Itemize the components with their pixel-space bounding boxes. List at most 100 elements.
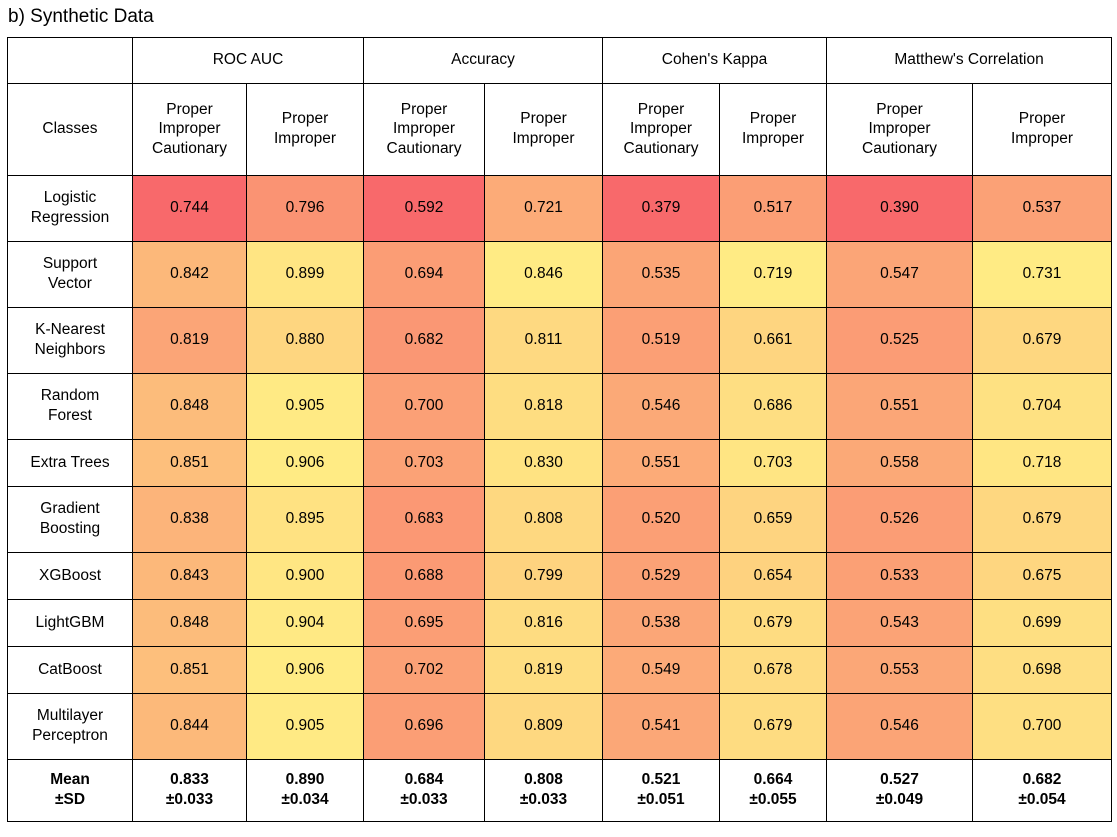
heatmap-cell: 0.682 bbox=[363, 306, 485, 374]
metric-group-header: Accuracy bbox=[363, 36, 603, 84]
heatmap-cell: 0.816 bbox=[484, 598, 603, 647]
heatmap-cell: 0.546 bbox=[602, 372, 720, 440]
heatmap-cell: 0.906 bbox=[246, 438, 364, 487]
heatmap-cell: 0.851 bbox=[132, 438, 247, 487]
heatmap-cell: 0.842 bbox=[132, 240, 247, 308]
heatmap-cell: 0.809 bbox=[484, 692, 603, 760]
heatmap-cell: 0.695 bbox=[363, 598, 485, 647]
heatmap-cell: 0.905 bbox=[246, 692, 364, 760]
heatmap-cell: 0.895 bbox=[246, 485, 364, 553]
heatmap-cell: 0.526 bbox=[826, 485, 974, 553]
summary-cell: 0.890 ±0.034 bbox=[246, 758, 364, 822]
class-row-label: Logistic Regression bbox=[7, 174, 133, 242]
heatmap-cell: 0.543 bbox=[826, 598, 974, 647]
heatmap-cell: 0.537 bbox=[972, 174, 1113, 242]
metric-group-header: Matthew's Correlation bbox=[826, 36, 1113, 84]
summary-cell: 0.521 ±0.051 bbox=[602, 758, 720, 822]
heatmap-cell: 0.549 bbox=[602, 645, 720, 694]
heatmap-cell: 0.694 bbox=[363, 240, 485, 308]
heatmap-cell: 0.718 bbox=[972, 438, 1113, 487]
heatmap-cell: 0.719 bbox=[718, 240, 828, 308]
metric-group-row: ROC AUC Accuracy Cohen's Kappa Matthew's Co… bbox=[7, 36, 1113, 84]
table-row: Support Vector 0.842 0.899 0.694 0.846 0.535 0.… bbox=[7, 240, 1113, 308]
heatmap-cell: 0.698 bbox=[972, 645, 1113, 694]
results-table: ROC AUC Accuracy Cohen's Kappa Matthew's Co… bbox=[7, 36, 1113, 822]
heatmap-cell: 0.700 bbox=[363, 372, 485, 440]
heatmap-cell: 0.880 bbox=[246, 306, 364, 374]
heatmap-cell: 0.679 bbox=[718, 598, 828, 647]
metric-group-header: Cohen's Kappa bbox=[601, 36, 828, 84]
heatmap-cell: 0.819 bbox=[132, 306, 247, 374]
heatmap-cell: 0.899 bbox=[246, 240, 364, 308]
heatmap-cell: 0.558 bbox=[826, 438, 974, 487]
class-row-label: K-Nearest Neighbors bbox=[7, 306, 133, 374]
heatmap-cell: 0.796 bbox=[246, 174, 364, 242]
heatmap-cell: 0.851 bbox=[132, 645, 247, 694]
table-row: K-Nearest Neighbors 0.819 0.880 0.682 0.811 0.… bbox=[7, 306, 1113, 374]
heatmap-cell: 0.535 bbox=[602, 240, 720, 308]
column-header: Proper Improper bbox=[484, 82, 603, 176]
heatmap-cell: 0.379 bbox=[602, 174, 720, 242]
figure-title: b) Synthetic Data bbox=[8, 6, 154, 27]
metric-group-header: ROC AUC bbox=[132, 36, 364, 84]
heatmap-cell: 0.553 bbox=[826, 645, 974, 694]
table-body: Logistic Regression 0.744 0.796 0.592 0.721 0.… bbox=[7, 174, 1113, 822]
heatmap-cell: 0.906 bbox=[246, 645, 364, 694]
heatmap-cell: 0.699 bbox=[972, 598, 1113, 647]
heatmap-cell: 0.517 bbox=[718, 174, 828, 242]
summary-cell: 0.684 ±0.033 bbox=[363, 758, 485, 822]
heatmap-cell: 0.830 bbox=[484, 438, 603, 487]
column-header: Proper Improper Cautionary bbox=[602, 82, 720, 176]
heatmap-cell: 0.592 bbox=[363, 174, 485, 242]
summary-cell: 0.808 ±0.033 bbox=[484, 758, 603, 822]
heatmap-cell: 0.744 bbox=[132, 174, 247, 242]
heatmap-cell: 0.547 bbox=[826, 240, 974, 308]
summary-cell: 0.664 ±0.055 bbox=[718, 758, 828, 822]
heatmap-cell: 0.679 bbox=[972, 306, 1113, 374]
heatmap-cell: 0.679 bbox=[718, 692, 828, 760]
heatmap-cell: 0.846 bbox=[484, 240, 603, 308]
heatmap-cell: 0.529 bbox=[602, 551, 720, 600]
heatmap-cell: 0.654 bbox=[718, 551, 828, 600]
heatmap-cell: 0.659 bbox=[718, 485, 828, 553]
heatmap-cell: 0.819 bbox=[484, 645, 603, 694]
class-row-label: LightGBM bbox=[7, 598, 133, 647]
heatmap-cell: 0.696 bbox=[363, 692, 485, 760]
heatmap-cell: 0.811 bbox=[484, 306, 603, 374]
heatmap-cell: 0.838 bbox=[132, 485, 247, 553]
class-row-label: XGBoost bbox=[7, 551, 133, 600]
summary-row: Mean ±SD 0.833 ±0.033 0.890 ±0.034 0.684 ±0.033… bbox=[7, 758, 1113, 822]
table-row: XGBoost 0.843 0.900 0.688 0.799 0.529 0.654 0.5… bbox=[7, 551, 1113, 600]
table-row: Logistic Regression 0.744 0.796 0.592 0.721 0.… bbox=[7, 174, 1113, 242]
heatmap-cell: 0.678 bbox=[718, 645, 828, 694]
heatmap-cell: 0.808 bbox=[484, 485, 603, 553]
table-row: CatBoost 0.851 0.906 0.702 0.819 0.549 0.678 0.… bbox=[7, 645, 1113, 694]
summary-cell: 0.682 ±0.054 bbox=[972, 758, 1113, 822]
table-row: Random Forest 0.848 0.905 0.700 0.818 0.546 0.6… bbox=[7, 372, 1113, 440]
heatmap-cell: 0.520 bbox=[602, 485, 720, 553]
column-header: Proper Improper Cautionary bbox=[826, 82, 974, 176]
column-header: Proper Improper bbox=[718, 82, 828, 176]
heatmap-cell: 0.533 bbox=[826, 551, 974, 600]
heatmap-cell: 0.546 bbox=[826, 692, 974, 760]
heatmap-cell: 0.905 bbox=[246, 372, 364, 440]
class-row-label: CatBoost bbox=[7, 645, 133, 694]
column-header: Proper Improper bbox=[972, 82, 1113, 176]
summary-cell: 0.833 ±0.033 bbox=[132, 758, 247, 822]
heatmap-cell: 0.703 bbox=[363, 438, 485, 487]
heatmap-cell: 0.704 bbox=[972, 372, 1113, 440]
heatmap-cell: 0.702 bbox=[363, 645, 485, 694]
class-row-label: Support Vector bbox=[7, 240, 133, 308]
heatmap-cell: 0.675 bbox=[972, 551, 1113, 600]
corner-cell bbox=[7, 36, 133, 84]
class-row-label: Extra Trees bbox=[7, 438, 133, 487]
heatmap-cell: 0.731 bbox=[972, 240, 1113, 308]
table-row: Gradient Boosting 0.838 0.895 0.683 0.808 0.52… bbox=[7, 485, 1113, 553]
heatmap-cell: 0.900 bbox=[246, 551, 364, 600]
heatmap-cell: 0.721 bbox=[484, 174, 603, 242]
heatmap-cell: 0.703 bbox=[718, 438, 828, 487]
heatmap-cell: 0.661 bbox=[718, 306, 828, 374]
heatmap-cell: 0.525 bbox=[826, 306, 974, 374]
class-row-label: Gradient Boosting bbox=[7, 485, 133, 553]
